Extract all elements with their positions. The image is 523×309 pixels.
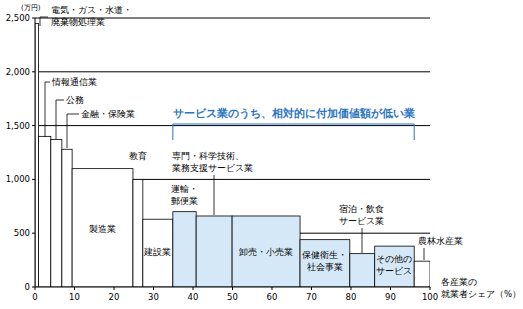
category-label: 教育	[129, 151, 147, 161]
x-tick-label: 30	[148, 292, 159, 302]
x-tick	[35, 287, 36, 290]
y-tick	[32, 233, 35, 234]
chart: 0 500 1,000 1,500 2,000 2,500 0 10 20 30 40 50 60 70 8…	[0, 0, 523, 309]
x-tick-label: 20	[109, 292, 120, 302]
x-tick-label: 60	[267, 292, 278, 302]
category-label: 専門・科学技術、業務支援サービス業	[172, 151, 253, 173]
bar	[414, 261, 430, 287]
leader-line	[362, 228, 363, 253]
x-tick	[114, 287, 115, 290]
category-label: 運輸・郵便業	[171, 184, 198, 206]
x-tick	[272, 287, 273, 290]
bar	[51, 140, 62, 287]
x-tick	[311, 287, 312, 290]
x-tick	[193, 287, 194, 290]
grid-line	[35, 125, 430, 126]
bar	[196, 216, 232, 287]
y-tick-label: 2,000	[6, 67, 30, 77]
leader-line	[67, 114, 79, 148]
x-tick	[153, 287, 154, 290]
bracket	[173, 124, 414, 140]
x-tick	[390, 287, 391, 290]
leader-line	[56, 100, 64, 139]
bars	[35, 23, 430, 287]
y-tick	[32, 18, 35, 19]
bar	[173, 212, 196, 287]
x-tick	[232, 287, 233, 290]
x-tick-label: 80	[346, 292, 357, 302]
grid-line	[35, 71, 430, 72]
y-tick	[32, 71, 35, 72]
bar	[375, 246, 415, 287]
category-label: 公務	[66, 95, 84, 105]
x-tick-label: 50	[227, 292, 238, 302]
y-tick-label: 500	[14, 228, 30, 238]
bar	[232, 216, 300, 287]
category-label: その他のサービス	[376, 254, 412, 276]
x-tick-label: 40	[188, 292, 199, 302]
category-label: 電気・ガス・水道・廃棄物処理業	[51, 5, 132, 27]
annotation: サービス業のうち、相対的に付加価値額が低い業	[173, 107, 415, 120]
category-label: 卸売・小売業	[239, 247, 293, 257]
category-label: 金融・保険業	[81, 109, 135, 119]
y-tick	[32, 125, 35, 126]
y-axis-label: (万円)	[21, 4, 41, 12]
category-label: 製造業	[89, 224, 116, 234]
y-tick-label: 0	[25, 282, 30, 292]
bar	[72, 169, 133, 287]
category-label: 建設業	[143, 247, 171, 257]
y-axis	[35, 18, 36, 287]
category-label: 宿泊・飲食サービス業	[339, 204, 384, 226]
bar	[35, 23, 39, 287]
x-tick	[351, 287, 352, 290]
x-tick	[430, 287, 431, 290]
y-tick-label: 1,000	[6, 174, 30, 184]
y-tick-label: 2,500	[6, 13, 30, 23]
x-tick-label: 10	[69, 292, 80, 302]
y-tick-label: 1,500	[6, 121, 30, 131]
category-label: 農林水産業	[418, 236, 463, 246]
leader-line	[214, 175, 215, 215]
bar	[300, 240, 350, 287]
bar	[62, 149, 72, 287]
x-tick-label: 0	[32, 292, 37, 302]
leader-line	[40, 17, 48, 26]
bar	[143, 219, 173, 287]
leader-line	[424, 248, 425, 260]
bar	[133, 179, 143, 287]
bar	[350, 254, 375, 287]
category-label: 保健衛生・社会事業	[302, 250, 347, 272]
leader-line	[45, 82, 50, 137]
x-tick-label: 70	[306, 292, 317, 302]
x-tick-label: 90	[385, 292, 396, 302]
category-label: 情報通信業	[51, 77, 97, 87]
x-tick	[74, 287, 75, 290]
x-axis-label: 各産業の就業者シェア（%）	[441, 277, 521, 299]
x-tick-label: 100	[422, 292, 438, 302]
y-tick	[32, 179, 35, 180]
bar	[39, 136, 51, 287]
